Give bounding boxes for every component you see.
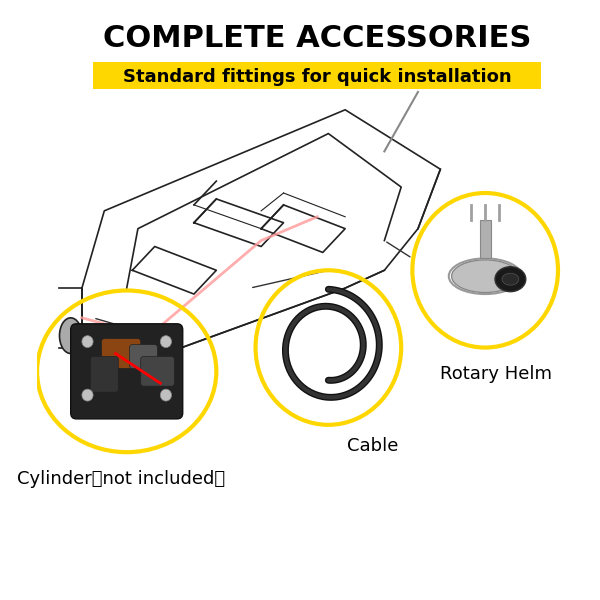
FancyBboxPatch shape [141, 356, 175, 386]
Text: Cylinder（not included）: Cylinder（not included） [17, 470, 225, 488]
FancyBboxPatch shape [71, 324, 183, 419]
Ellipse shape [495, 267, 526, 292]
Ellipse shape [502, 273, 519, 285]
Text: Rotary Helm: Rotary Helm [440, 365, 553, 383]
Circle shape [160, 335, 172, 347]
FancyBboxPatch shape [130, 344, 158, 368]
FancyBboxPatch shape [101, 338, 141, 368]
Text: COMPLETE ACCESSORIES: COMPLETE ACCESSORIES [103, 24, 532, 53]
FancyBboxPatch shape [479, 220, 491, 259]
Ellipse shape [59, 318, 82, 353]
FancyBboxPatch shape [93, 62, 541, 89]
Ellipse shape [452, 260, 519, 293]
Text: Standard fittings for quick installation: Standard fittings for quick installation [123, 68, 511, 86]
Circle shape [160, 389, 172, 401]
Circle shape [82, 389, 93, 401]
FancyBboxPatch shape [91, 356, 118, 392]
Circle shape [82, 335, 93, 347]
Text: Cable: Cable [347, 437, 399, 455]
